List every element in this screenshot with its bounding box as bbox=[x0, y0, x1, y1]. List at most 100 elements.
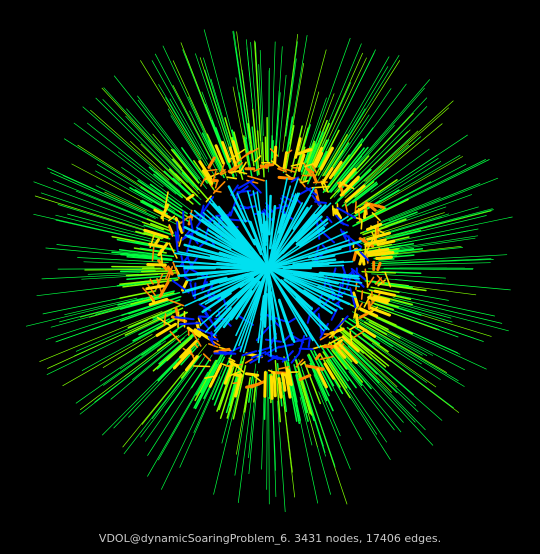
lime-band-edge bbox=[120, 253, 173, 260]
outer-edge bbox=[55, 214, 172, 245]
outer-edge bbox=[277, 400, 286, 513]
warm-ring-edge bbox=[238, 161, 247, 174]
outer-edge bbox=[376, 317, 487, 370]
warm-ring-edge bbox=[185, 193, 195, 201]
lime-band-edge bbox=[143, 224, 177, 237]
warm-ring-edge bbox=[298, 373, 312, 382]
outer-edge bbox=[307, 43, 362, 172]
cyan-hub-edge bbox=[267, 267, 335, 300]
lime-band-edge bbox=[371, 301, 394, 311]
cyan-fill-edge bbox=[235, 298, 250, 320]
outer-edge bbox=[384, 278, 443, 285]
outer-edge bbox=[377, 235, 479, 252]
warm-ring-edge bbox=[208, 343, 219, 348]
short-blue-edge bbox=[339, 221, 349, 227]
lime-band-edge bbox=[141, 221, 164, 231]
outer-edge bbox=[351, 357, 434, 446]
lime-band-edge bbox=[193, 363, 218, 409]
warm-spoke-edge bbox=[234, 373, 243, 398]
warm-spoke-edge bbox=[333, 344, 347, 359]
lime-band-edge bbox=[126, 256, 173, 262]
outer-edge bbox=[34, 195, 145, 231]
warm-ring-edge bbox=[375, 227, 378, 243]
lime-band-edge bbox=[134, 189, 191, 223]
cyan-fill-edge bbox=[298, 226, 326, 247]
outer-edge bbox=[82, 106, 181, 192]
lime-band-edge bbox=[190, 358, 211, 389]
outer-edge bbox=[169, 98, 217, 179]
lime-band-edge bbox=[322, 138, 364, 194]
warm-ring-edge bbox=[332, 207, 338, 216]
cyan-fill-edge bbox=[271, 205, 277, 224]
outer-edge bbox=[394, 209, 494, 236]
lime-band-edge bbox=[370, 286, 400, 294]
short-blue-edge bbox=[292, 335, 305, 344]
lime-band-edge bbox=[341, 318, 381, 345]
outer-edge bbox=[126, 108, 192, 182]
cyan-fill-edge bbox=[292, 206, 309, 231]
short-blue-edge bbox=[197, 328, 218, 337]
lime-band-edge bbox=[339, 326, 370, 352]
warm-spoke-edge bbox=[355, 323, 377, 338]
warm-spoke-edge bbox=[369, 306, 391, 317]
warm-spoke-edge bbox=[344, 184, 366, 203]
lime-band-edge bbox=[174, 173, 199, 197]
short-blue-edge bbox=[189, 218, 194, 232]
outer-edge bbox=[268, 396, 270, 505]
outer-edge bbox=[352, 125, 395, 173]
warm-spoke-edge bbox=[359, 307, 379, 318]
outer-edge bbox=[374, 304, 475, 339]
short-blue-edge bbox=[174, 316, 195, 321]
outer-edge bbox=[103, 340, 166, 386]
outer-edge bbox=[394, 290, 449, 301]
lime-band-edge bbox=[295, 374, 309, 422]
lime-band-edge bbox=[137, 179, 188, 215]
lime-band-edge bbox=[194, 359, 218, 402]
warm-spoke-edge bbox=[367, 296, 389, 305]
outer-edge bbox=[318, 391, 351, 470]
warm-ring-edge bbox=[229, 170, 240, 174]
warm-spoke-edge bbox=[328, 160, 343, 180]
outer-edge bbox=[254, 40, 261, 141]
warm-spoke-edge bbox=[153, 208, 171, 219]
outer-edge bbox=[371, 342, 427, 383]
lime-band-edge bbox=[271, 139, 274, 159]
short-blue-edge bbox=[311, 194, 322, 208]
outer-edge bbox=[102, 350, 186, 436]
outer-edge bbox=[87, 122, 177, 195]
lime-band-edge bbox=[139, 247, 165, 253]
lime-band-edge bbox=[149, 183, 183, 208]
warm-ring-edge bbox=[193, 365, 211, 368]
lime-band-edge bbox=[328, 147, 365, 193]
lime-band-edge bbox=[253, 376, 258, 403]
warm-ring-edge bbox=[174, 217, 184, 234]
outer-edge bbox=[46, 314, 173, 375]
outer-edge bbox=[298, 49, 327, 152]
outer-edge bbox=[378, 230, 469, 248]
short-blue-edge bbox=[317, 313, 323, 335]
outer-edge bbox=[313, 52, 363, 165]
cyan-hub-edge bbox=[267, 267, 321, 349]
lime-band-edge bbox=[309, 362, 328, 402]
outer-edge bbox=[377, 154, 461, 205]
outer-edge bbox=[95, 170, 153, 204]
cyan-fill-edge bbox=[277, 213, 286, 234]
warm-ring-edge bbox=[205, 195, 212, 203]
warm-ring-edge bbox=[259, 164, 269, 169]
warm-ring-edge bbox=[352, 291, 360, 308]
cyan-fill-edge bbox=[265, 220, 269, 243]
outer-edge bbox=[268, 67, 270, 169]
lime-band-edge bbox=[342, 334, 365, 354]
outer-edge bbox=[130, 141, 178, 185]
warm-ring-edge bbox=[151, 246, 155, 262]
cyan-fill-edge bbox=[311, 254, 336, 261]
outer-edge bbox=[346, 350, 416, 423]
warm-ring-edge bbox=[328, 329, 340, 339]
outer-edge bbox=[179, 376, 221, 468]
outer-edge bbox=[122, 371, 184, 448]
warm-ring-edge bbox=[209, 178, 219, 183]
cyan-hub-edge bbox=[209, 197, 269, 269]
cyan-hub-edge bbox=[267, 222, 329, 269]
outer-edge bbox=[113, 362, 178, 429]
outer-edge bbox=[379, 161, 442, 200]
